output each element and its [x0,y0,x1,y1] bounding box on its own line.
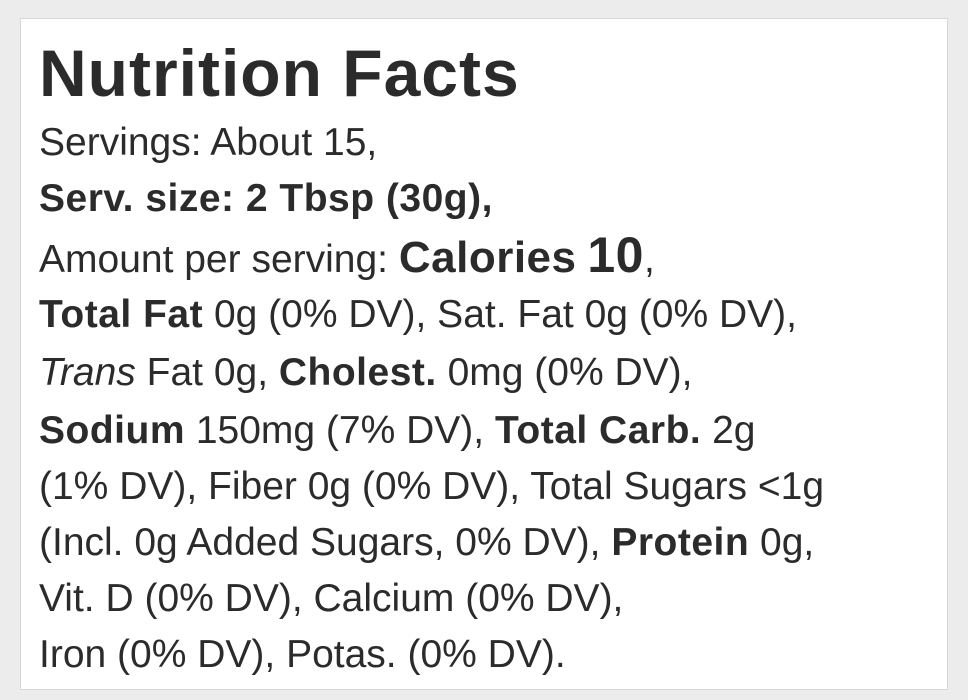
line: Amount per serving: Calories 10, [39,230,655,284]
line: Sodium 150mg (7% DV), Total Carb. 2g [39,407,755,455]
text: 2g [701,409,756,452]
text: Protein [611,521,750,564]
text: Fat 0g, [135,351,279,394]
line: Servings: About 15, [39,119,377,167]
text: 0mg (0% DV), [436,351,693,394]
text: 0g (0% DV), Sat. Fat 0g (0% DV), [203,293,797,336]
text: Amount per serving: [39,238,399,281]
text: Trans [39,351,136,394]
line: Total Fat 0g (0% DV), Sat. Fat 0g (0% DV… [39,291,797,339]
text: Total Carb. [494,409,702,452]
text: Iron (0% DV), Potas. (0% DV). [39,633,566,676]
text: 0g, [749,521,815,564]
line: Iron (0% DV), Potas. (0% DV). [39,631,566,679]
line: (1% DV), Fiber 0g (0% DV), Total Sugars … [39,463,824,511]
text: Serv. size: 2 Tbsp (30g), [39,177,493,220]
text: Cholest. [278,351,437,394]
line: Vit. D (0% DV), Calcium (0% DV), [39,575,623,623]
nutrition-label: Nutrition Facts Servings: About 15, Serv… [20,18,948,690]
text: (Incl. 0g Added Sugars, 0% DV), [39,521,612,564]
line: (Incl. 0g Added Sugars, 0% DV), Protein … [39,519,814,567]
line: Trans Fat 0g, Cholest. 0mg (0% DV), [39,349,692,397]
text: Servings: About 15, [39,121,378,164]
text: Total Fat [39,293,204,336]
text: Calories [398,233,577,282]
text: Vit. D (0% DV), Calcium (0% DV), [39,577,624,620]
line: Serv. size: 2 Tbsp (30g), [39,175,493,223]
text: 10 [587,227,644,283]
text: , [643,238,655,281]
text: 150mg (7% DV), [185,409,495,452]
text: (1% DV), Fiber 0g (0% DV), Total Sugars … [39,465,825,508]
text: Sodium [39,409,185,452]
title: Nutrition Facts [39,36,520,110]
